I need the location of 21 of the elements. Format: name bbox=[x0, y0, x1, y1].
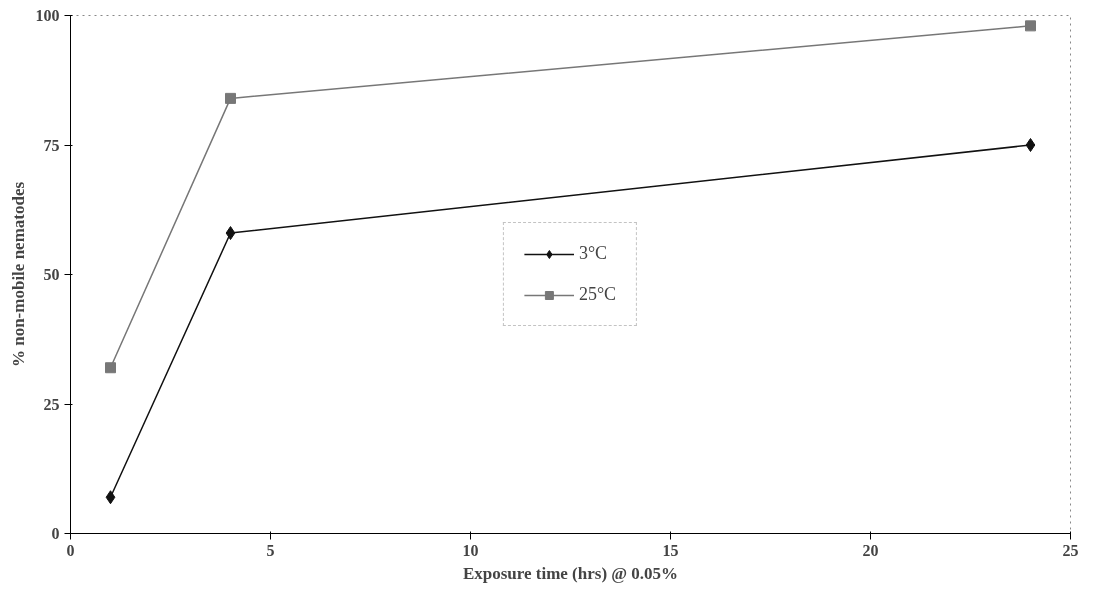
legend-label: 25°C bbox=[578, 284, 617, 305]
y-axis-title: % non-mobile nematodes bbox=[8, 181, 28, 368]
point bbox=[225, 92, 236, 104]
point bbox=[1025, 138, 1036, 152]
point bbox=[105, 490, 116, 505]
x-tick-label: 20 bbox=[862, 541, 879, 559]
y-tick-label: 0 bbox=[51, 525, 60, 542]
point bbox=[1025, 20, 1036, 32]
x-tick-label: 10 bbox=[462, 541, 479, 559]
x-tick-label: 15 bbox=[662, 541, 679, 559]
y-tick-label: 75 bbox=[43, 136, 60, 154]
x-tick-label: 0 bbox=[66, 541, 75, 559]
y-tick-label: 100 bbox=[35, 7, 60, 24]
y-tick-label: 25 bbox=[43, 395, 60, 413]
y-tick-label: 50 bbox=[43, 266, 60, 283]
point bbox=[225, 226, 236, 241]
point bbox=[105, 362, 116, 374]
x-tick-label: 25 bbox=[1062, 541, 1079, 559]
legend-label: 3°C bbox=[578, 243, 608, 264]
x-axis-title: Exposure time (hrs) @ 0.05% bbox=[462, 563, 679, 583]
x-tick-label: 5 bbox=[266, 541, 275, 559]
